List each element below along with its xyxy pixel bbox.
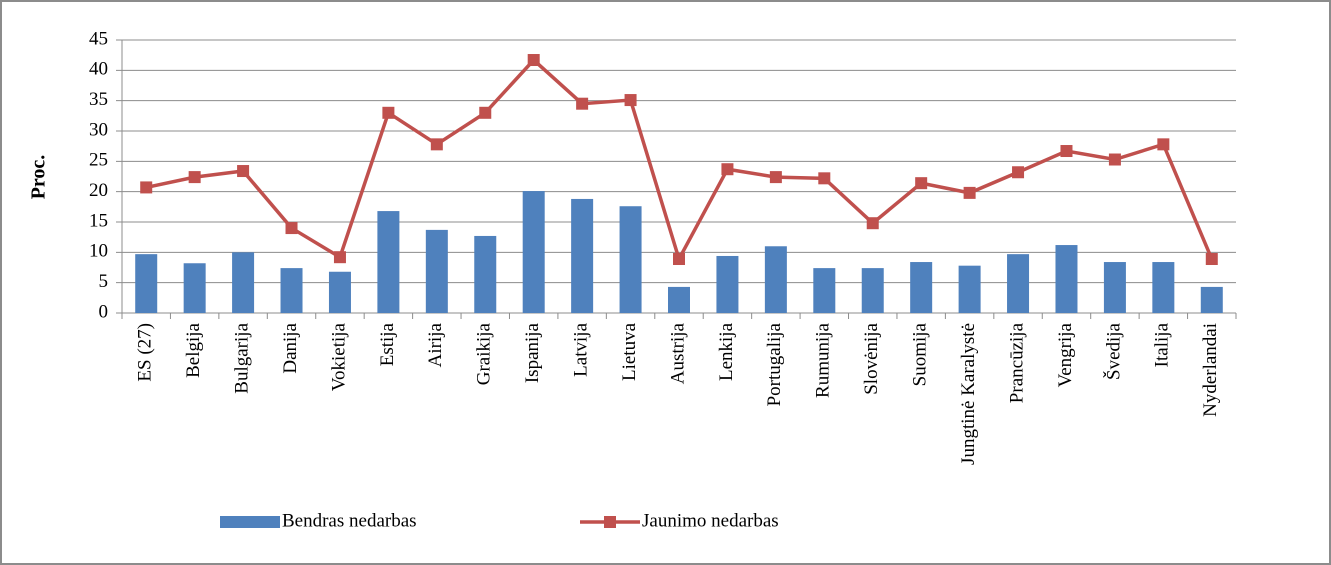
x-tick-label: Nyderlandai bbox=[1200, 323, 1221, 417]
marker bbox=[382, 106, 395, 119]
bar bbox=[522, 191, 545, 313]
x-tick-label: Slovėnija bbox=[861, 322, 882, 394]
marker bbox=[963, 186, 976, 199]
x-tick-label: Švedija bbox=[1102, 322, 1124, 380]
y-tick-label: 5 bbox=[99, 271, 109, 292]
marker bbox=[285, 222, 298, 235]
bar bbox=[1103, 262, 1126, 313]
marker bbox=[237, 165, 250, 178]
bar bbox=[910, 262, 933, 313]
marker bbox=[1060, 145, 1073, 158]
x-tick-label: ES (27) bbox=[135, 323, 156, 382]
x-tick-label: Suomija bbox=[910, 322, 931, 386]
bar bbox=[425, 229, 448, 313]
marker bbox=[624, 94, 637, 107]
x-tick-label: Jungtinė Karalystė bbox=[958, 323, 979, 465]
x-tick-label: Vokietija bbox=[328, 322, 349, 391]
marker bbox=[430, 138, 443, 151]
marker bbox=[818, 172, 831, 185]
x-tick-label: Portugalija bbox=[764, 322, 785, 406]
bar bbox=[861, 268, 884, 313]
bar bbox=[1055, 245, 1078, 313]
bar bbox=[1007, 254, 1030, 313]
bar bbox=[1152, 262, 1175, 313]
marker bbox=[721, 163, 734, 176]
x-tick-label: Bulgarija bbox=[231, 322, 252, 393]
bar bbox=[764, 246, 787, 313]
marker bbox=[915, 177, 928, 190]
y-axis-label: Proc. bbox=[28, 155, 50, 200]
y-tick-label: 0 bbox=[99, 301, 109, 322]
y-tick-label: 45 bbox=[89, 28, 108, 49]
marker bbox=[576, 97, 589, 110]
bar bbox=[813, 268, 836, 313]
marker bbox=[769, 171, 782, 184]
bar bbox=[328, 271, 351, 313]
x-tick-label: Lenkija bbox=[716, 322, 737, 381]
marker bbox=[479, 106, 492, 119]
x-tick-label: Prancūzija bbox=[1006, 322, 1027, 403]
bar bbox=[571, 198, 594, 313]
x-tick-label: Vengrija bbox=[1055, 322, 1076, 387]
y-tick-label: 15 bbox=[89, 210, 108, 231]
y-tick-label: 35 bbox=[89, 89, 108, 110]
marker bbox=[1108, 153, 1121, 166]
bar bbox=[280, 268, 303, 313]
x-tick-label: Rumunija bbox=[813, 322, 834, 398]
bar bbox=[716, 255, 739, 313]
bar bbox=[135, 254, 158, 313]
marker bbox=[527, 54, 540, 67]
marker bbox=[866, 217, 879, 230]
x-tick-label: Austrija bbox=[667, 322, 688, 384]
x-tick-label: Lietuva bbox=[619, 322, 640, 381]
x-tick-label: Graikija bbox=[474, 322, 495, 385]
x-tick-label: Estija bbox=[377, 322, 398, 366]
x-tick-label: Airija bbox=[425, 322, 446, 367]
marker bbox=[140, 181, 153, 194]
y-tick-label: 40 bbox=[89, 59, 108, 80]
marker bbox=[1157, 138, 1170, 151]
marker bbox=[1012, 166, 1025, 179]
legend-swatch bbox=[220, 516, 280, 528]
bar bbox=[183, 263, 206, 313]
legend-label: Bendras nedarbas bbox=[282, 510, 417, 531]
x-tick-label: Ispanija bbox=[522, 322, 543, 383]
bar bbox=[377, 211, 400, 313]
bar bbox=[619, 206, 642, 313]
marker bbox=[673, 253, 685, 266]
bar bbox=[668, 286, 690, 313]
x-tick-label: Italija bbox=[1152, 322, 1173, 367]
bar bbox=[1200, 286, 1223, 313]
marker bbox=[188, 171, 201, 184]
bar bbox=[474, 235, 497, 313]
bar bbox=[232, 252, 255, 313]
y-tick-label: 20 bbox=[89, 180, 108, 201]
y-tick-label: 25 bbox=[89, 150, 108, 171]
legend-swatch bbox=[604, 516, 616, 528]
x-tick-label: Belgija bbox=[183, 322, 204, 377]
legend-label: Jaunimo nedarbas bbox=[642, 510, 779, 531]
marker bbox=[1205, 253, 1218, 266]
y-tick-label: 10 bbox=[89, 241, 108, 262]
marker bbox=[333, 251, 346, 264]
x-tick-label: Latvija bbox=[570, 322, 591, 376]
bar bbox=[958, 265, 981, 313]
x-tick-label: Danija bbox=[280, 322, 301, 373]
y-tick-label: 30 bbox=[89, 119, 108, 140]
